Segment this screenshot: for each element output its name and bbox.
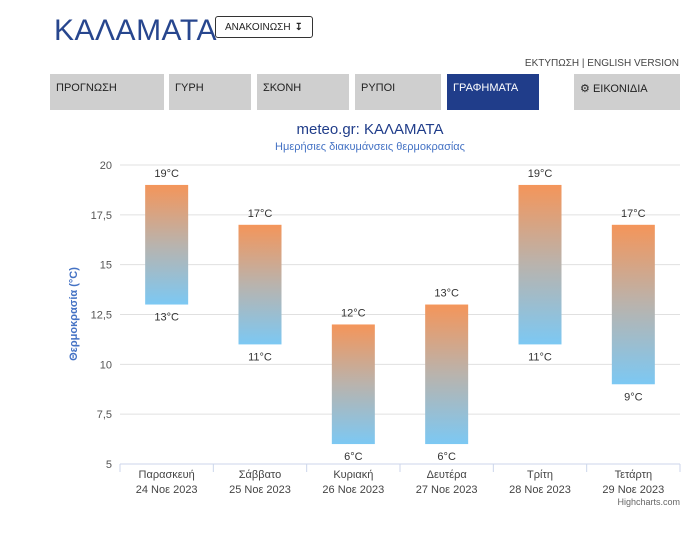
x-tick-day: Κυριακή — [333, 469, 373, 481]
low-temp-label: 11°C — [528, 351, 552, 363]
temperature-range-bar — [611, 224, 655, 385]
high-temp-label: 19°C — [528, 168, 553, 180]
temperature-range-bar — [145, 184, 189, 305]
y-tick-label: 5 — [106, 459, 112, 471]
city-title: ΚΑΛΑΜΑΤΑ — [54, 14, 217, 47]
x-tick-day: Τρίτη — [527, 469, 553, 481]
tab-forecast[interactable]: ΠΡΟΓΝΩΣΗ — [50, 74, 164, 110]
y-tick-label: 10 — [100, 359, 112, 371]
x-tick-date: 27 Νοε 2023 — [416, 484, 478, 496]
y-axis-label: Θερμοκρασία (°C) — [68, 267, 80, 361]
high-temp-label: 19°C — [154, 168, 179, 180]
y-tick-label: 15 — [100, 260, 112, 272]
chart-subtitle: Ημερήσιες διακυμάνσεις θερμοκρασίας — [275, 141, 465, 153]
y-tick-label: 12,5 — [91, 310, 112, 322]
x-tick-day: Σάββατο — [239, 469, 281, 481]
announcement-label: ΑΝΑΚΟΙΝΩΣΗ — [225, 21, 291, 33]
x-tick-day: Τετάρτη — [615, 469, 653, 481]
tab-label: ΣΚΟΝΗ — [263, 82, 302, 94]
link-separator: | — [581, 58, 588, 69]
temperature-range-bar — [425, 304, 469, 445]
tab-pollutants[interactable]: ΡΥΠΟΙ — [355, 74, 441, 110]
english-version-link[interactable]: ENGLISH VERSION — [587, 58, 679, 69]
high-temp-label: 17°C — [621, 208, 646, 220]
high-temp-label: 12°C — [341, 307, 366, 319]
x-tick-date: 29 Νοε 2023 — [602, 484, 664, 496]
x-tick-date: 24 Νοε 2023 — [136, 484, 198, 496]
temperature-range-bar — [331, 324, 375, 445]
temperature-range-bar — [518, 184, 562, 345]
tab-label: ΠΡΟΓΝΩΣΗ — [56, 82, 117, 94]
high-temp-label: 17°C — [248, 208, 273, 220]
x-axis: Παρασκευή 24 Νοε 2023 Σάββατο 25 Νοε 2023 Κυ… — [119, 463, 681, 496]
tab-label: ΓΥΡΗ — [175, 82, 204, 94]
low-temp-label: 6°C — [344, 451, 363, 463]
gear-icon: ⚙ — [580, 83, 590, 95]
low-temp-label: 11°C — [248, 351, 272, 363]
low-temp-label: 13°C — [154, 312, 179, 324]
x-tick-date: 28 Νοε 2023 — [509, 484, 571, 496]
tab-pollen[interactable]: ΓΥΡΗ — [169, 74, 251, 110]
y-tick-label: 17,5 — [91, 210, 112, 222]
tab-label: ΓΡΑΦΗΜΑΤΑ — [453, 82, 519, 94]
top-links: ΕΚΤΥΠΩΣΗ | ENGLISH VERSION — [525, 58, 679, 69]
nav-tabs: ΠΡΟΓΝΩΣΗ ΓΥΡΗ ΣΚΟΝΗ ΡΥΠΟΙ ΓΡΑΦΗΜΑΤΑ ⚙ ΕΙ… — [50, 74, 680, 110]
y-tick-label: 7,5 — [97, 409, 112, 421]
x-tick-date: 25 Νοε 2023 — [229, 484, 291, 496]
tab-label: ΡΥΠΟΙ — [361, 82, 396, 94]
x-tick-day: Δευτέρα — [427, 469, 468, 481]
tab-dust[interactable]: ΣΚΟΝΗ — [257, 74, 349, 110]
y-tick-label: 20 — [100, 160, 112, 172]
low-temp-label: 9°C — [624, 391, 643, 403]
chart-bars: 19°C 13°C 17°C 11°C 12°C 6°C 13°C 6°C 19°C 11°C 17… — [145, 168, 655, 463]
tab-label: ΕΙΚΟΝΙΔΙΑ — [592, 83, 648, 95]
chart-credit: Highcharts.com — [617, 497, 680, 507]
high-temp-label: 13°C — [434, 288, 459, 300]
tab-icons[interactable]: ⚙ ΕΙΚΟΝΙΔΙΑ — [574, 74, 680, 110]
tab-charts[interactable]: ΓΡΑΦΗΜΑΤΑ — [447, 74, 539, 110]
low-temp-label: 6°C — [437, 451, 456, 463]
x-tick-date: 26 Νοε 2023 — [322, 484, 384, 496]
arrow-down-icon: ↧ — [294, 21, 303, 33]
temperature-range-bar — [238, 224, 282, 345]
print-link[interactable]: ΕΚΤΥΠΩΣΗ — [524, 58, 580, 69]
chart-title: meteo.gr: ΚΑΛΑΜΑΤΑ — [296, 121, 443, 138]
x-tick-day: Παρασκευή — [139, 469, 195, 481]
announcement-button[interactable]: ΑΝΑΚΟΙΝΩΣΗ ↧ — [215, 16, 313, 38]
